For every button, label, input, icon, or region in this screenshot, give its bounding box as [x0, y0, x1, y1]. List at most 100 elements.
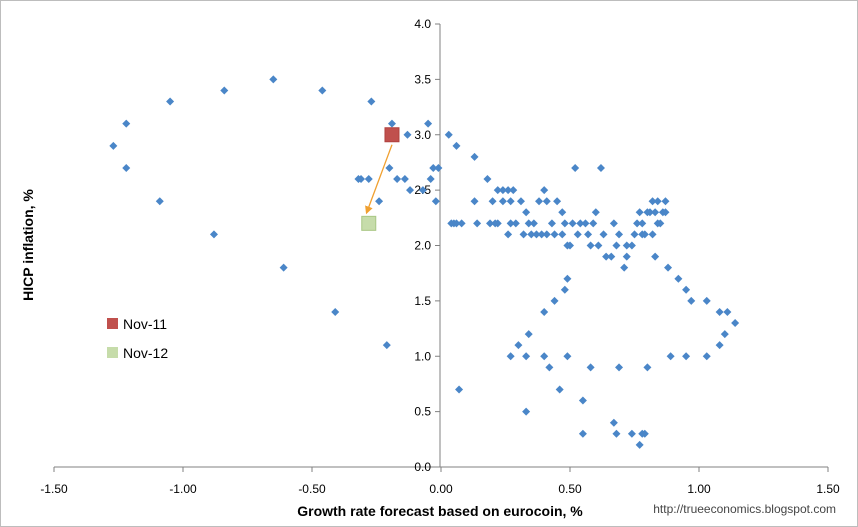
data-point: [702, 352, 711, 361]
legend: Nov-11 Nov-12: [107, 316, 168, 361]
data-point: [609, 418, 618, 427]
data-point: [529, 219, 538, 228]
data-point: [220, 86, 229, 95]
data-point: [535, 197, 544, 206]
data-point: [651, 208, 660, 217]
data-point: [615, 363, 624, 372]
data-point: [506, 219, 515, 228]
data-point: [209, 230, 218, 239]
data-point: [385, 163, 394, 172]
legend-swatch: [107, 347, 118, 358]
data-point: [674, 274, 683, 283]
data-point: [269, 75, 278, 84]
data-point: [166, 97, 175, 106]
data-point: [596, 163, 605, 172]
blog-credit: http://trueeconomics.blogspot.com: [653, 502, 836, 516]
data-point: [555, 385, 564, 394]
data-point: [455, 385, 464, 394]
data-point: [418, 186, 427, 195]
data-point: [720, 330, 729, 339]
data-point: [568, 219, 577, 228]
x-tick-label: -0.50: [298, 482, 326, 496]
data-point: [687, 296, 696, 305]
data-point: [594, 241, 603, 250]
data-point: [519, 230, 528, 239]
data-point: [516, 197, 525, 206]
data-point: [524, 330, 533, 339]
data-point: [635, 440, 644, 449]
data-point: [426, 175, 435, 184]
y-tick-label: 0.5: [414, 405, 431, 419]
data-point: [155, 197, 164, 206]
data-point: [664, 263, 673, 272]
legend-label: Nov-11: [123, 316, 167, 332]
data-point: [586, 363, 595, 372]
data-point: [542, 197, 551, 206]
data-point: [509, 186, 518, 195]
axes: -1.50 -1.00 -0.50 0.00 0.50 1.00 1.50 0.0 0.5 1.0…: [40, 17, 840, 496]
data-point: [602, 252, 611, 261]
data-point: [560, 285, 569, 294]
data-point: [682, 285, 691, 294]
data-point: [537, 230, 546, 239]
data-point: [444, 130, 453, 139]
data-point: [640, 429, 649, 438]
data-point: [429, 163, 438, 172]
data-point: [558, 208, 567, 217]
y-tick-label: 4.0: [414, 17, 431, 31]
y-tick-label: 1.5: [414, 294, 431, 308]
data-point: [630, 230, 639, 239]
data-point: [715, 341, 724, 350]
data-point: [651, 252, 660, 261]
data-point: [387, 119, 396, 128]
data-point: [109, 141, 118, 150]
data-point: [566, 241, 574, 250]
data-points: [109, 75, 740, 449]
data-point: [591, 208, 600, 217]
y-tick-label: 0.0: [414, 460, 431, 474]
y-tick-label: 3.0: [414, 128, 431, 142]
x-tick-label: -1.00: [169, 482, 197, 496]
data-point: [506, 352, 515, 361]
data-point: [609, 219, 618, 228]
data-point: [576, 219, 585, 228]
y-tick-label: 2.0: [414, 239, 431, 253]
data-point: [434, 163, 443, 172]
data-point: [635, 208, 644, 217]
change-arrow: [365, 144, 393, 215]
x-tick-label: 0.50: [558, 482, 582, 496]
data-point: [522, 407, 531, 416]
data-point: [715, 307, 724, 316]
data-point: [589, 219, 598, 228]
x-tick-label: -1.50: [40, 482, 68, 496]
data-point: [645, 208, 654, 217]
data-point: [522, 208, 531, 217]
data-point: [638, 219, 647, 228]
data-point: [584, 230, 593, 239]
data-point: [666, 352, 675, 361]
data-point: [354, 175, 363, 184]
data-point: [540, 352, 549, 361]
x-axis-title: Growth rate forecast based on eurocoin, …: [297, 503, 583, 519]
data-point: [581, 219, 590, 228]
data-point: [532, 230, 541, 239]
data-point: [578, 429, 587, 438]
data-point: [364, 175, 373, 184]
data-point: [550, 296, 559, 305]
data-point: [563, 274, 572, 283]
data-point: [620, 263, 629, 272]
data-point: [633, 219, 642, 228]
data-point: [424, 119, 433, 128]
data-point: [493, 219, 502, 228]
data-point: [382, 341, 391, 350]
data-point: [571, 163, 580, 172]
x-tick-label: 0.00: [429, 482, 453, 496]
data-point: [656, 219, 665, 228]
data-point: [431, 197, 440, 206]
data-point: [640, 230, 649, 239]
data-point: [406, 186, 415, 195]
data-point: [553, 197, 562, 206]
legend-swatch: [107, 318, 118, 329]
data-point: [627, 241, 636, 250]
